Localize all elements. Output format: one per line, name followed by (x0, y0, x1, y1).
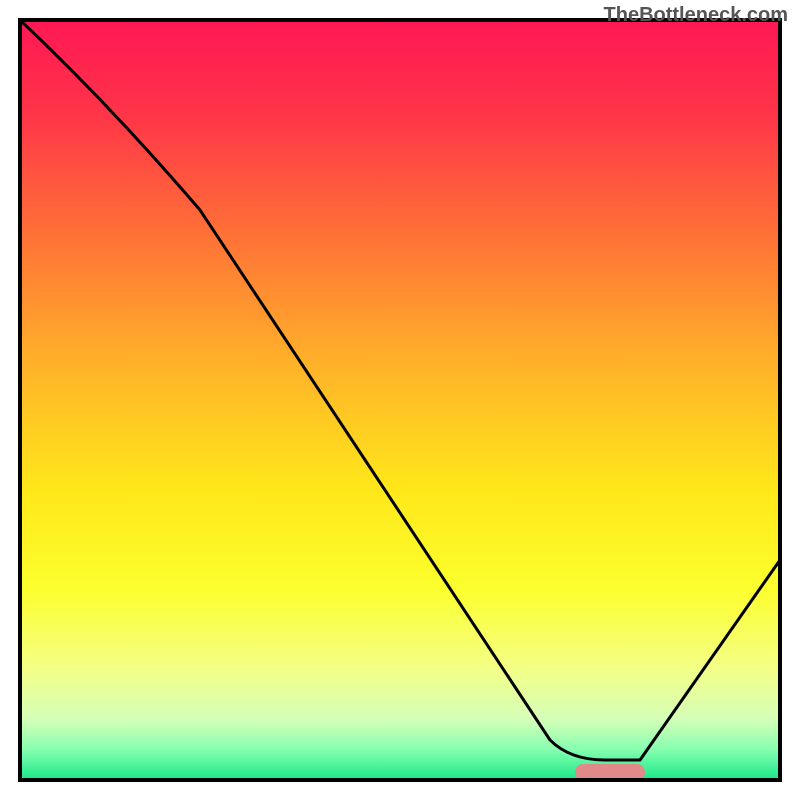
valley-marker (575, 764, 645, 780)
watermark-text: TheBottleneck.com (604, 4, 788, 27)
chart-svg (0, 0, 800, 800)
bottleneck-chart (0, 0, 800, 800)
